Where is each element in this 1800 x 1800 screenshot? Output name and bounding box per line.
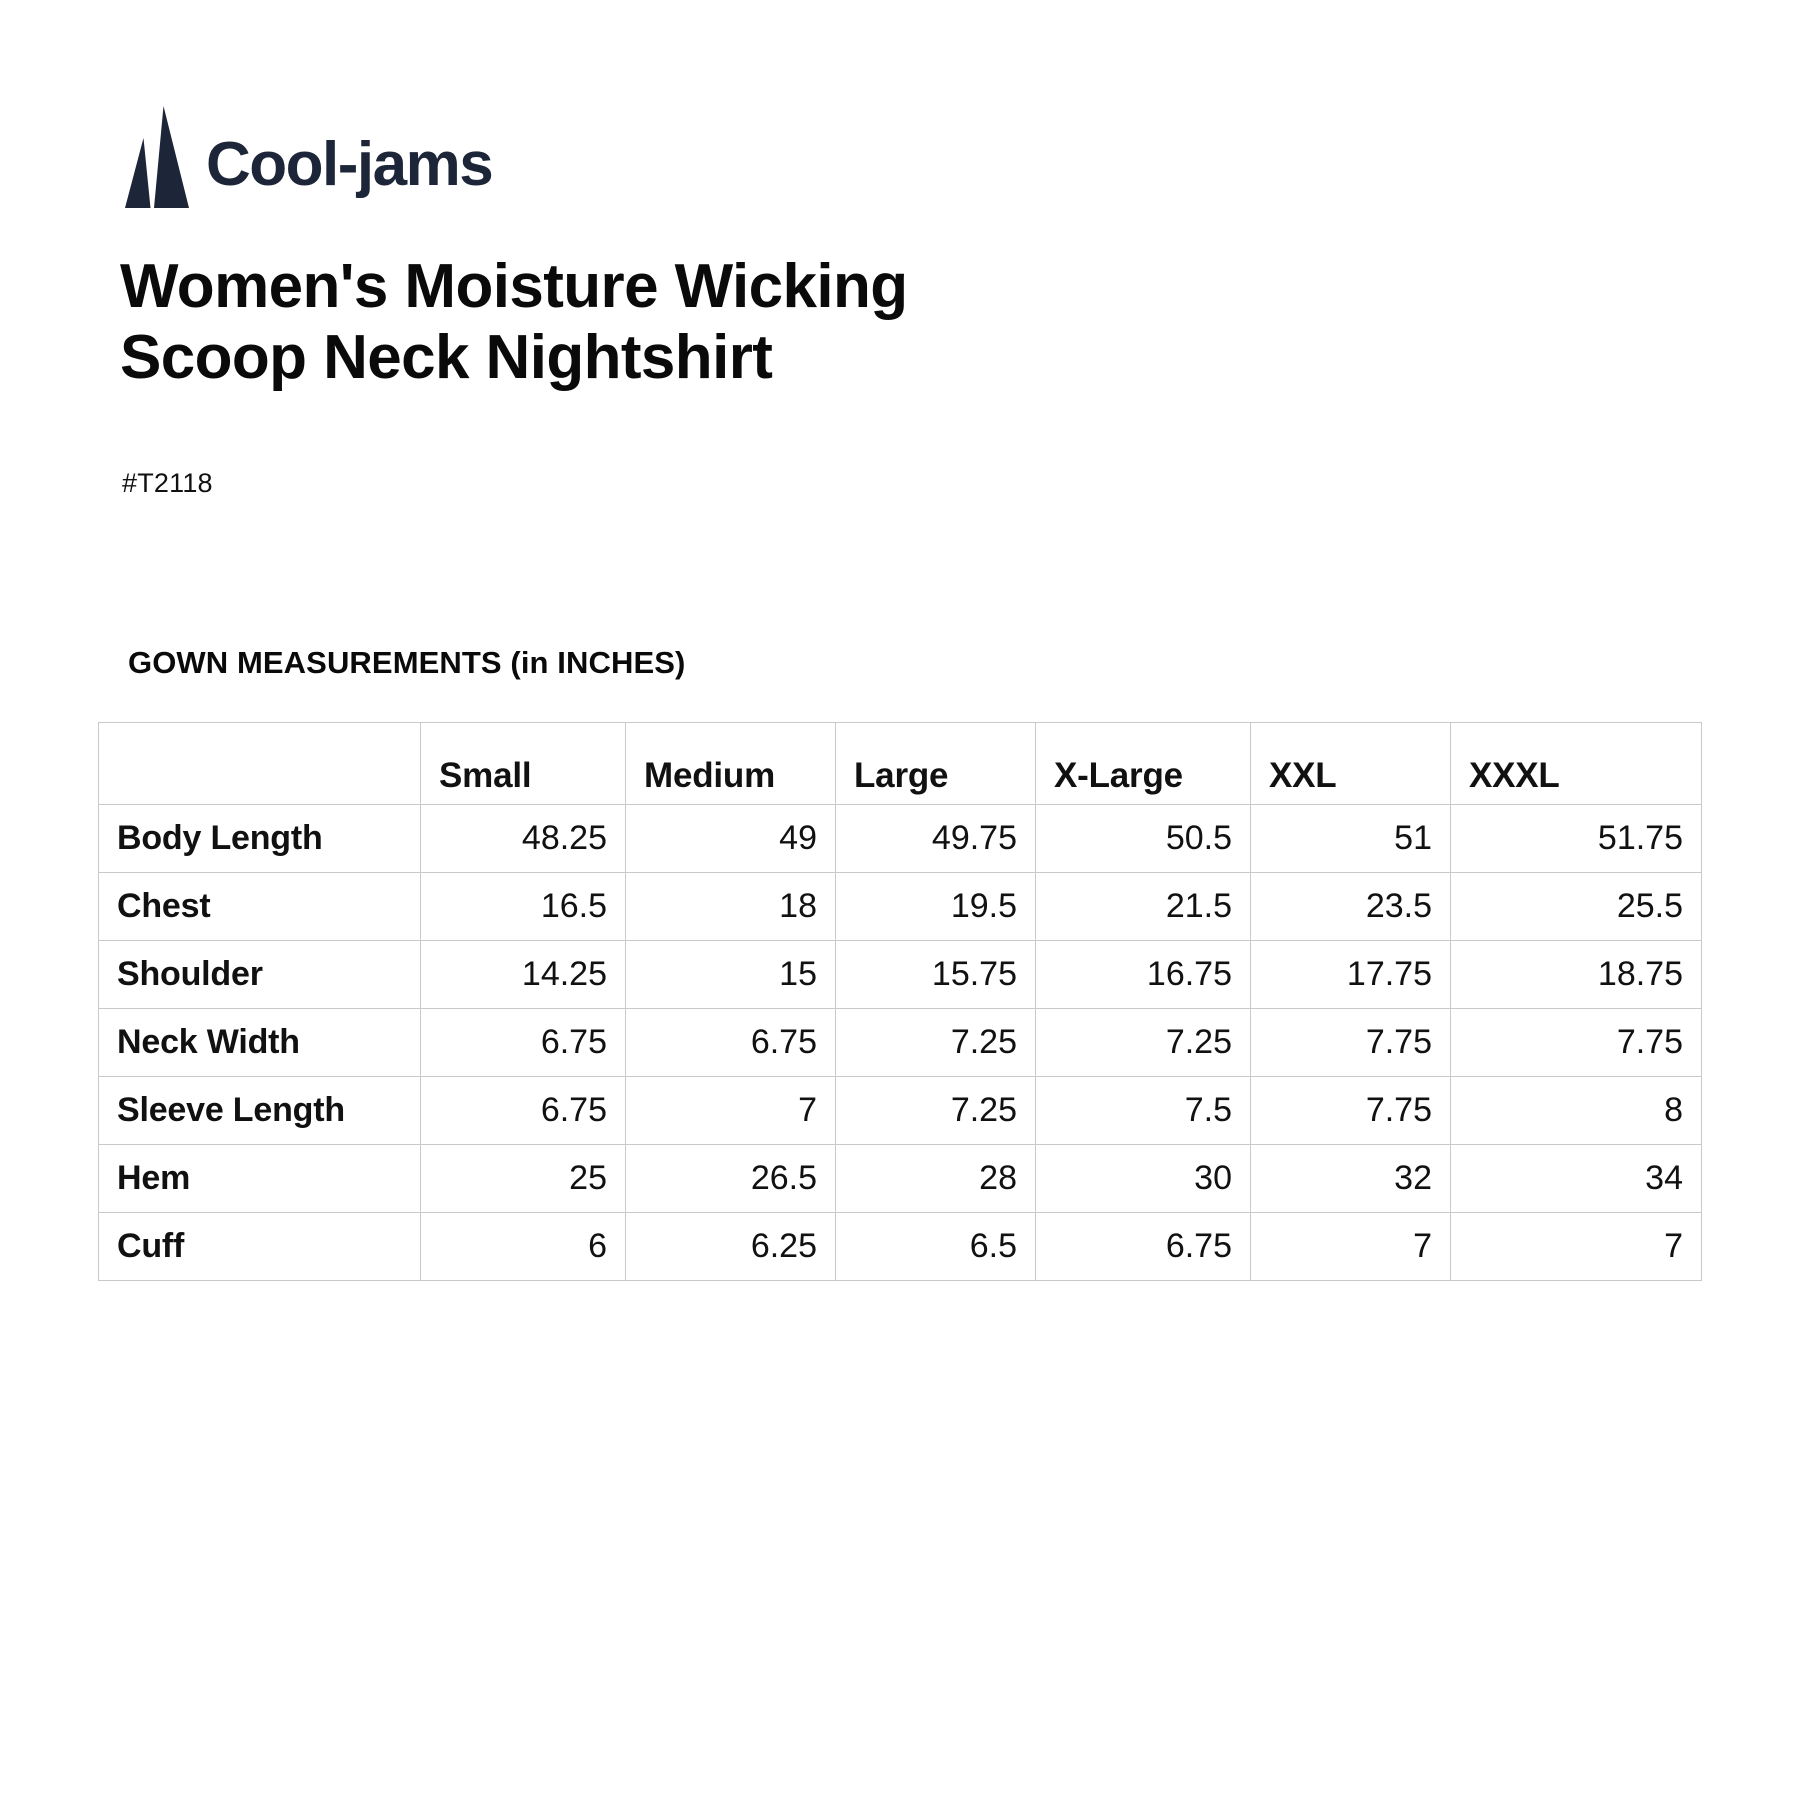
cell-value: 25: [420, 1144, 626, 1213]
cell-value: 50.5: [1035, 804, 1251, 873]
cell-value: 6.75: [1035, 1212, 1251, 1281]
column-header-large: Large: [835, 722, 1036, 805]
table-row: Body Length 48.25 49 49.75 50.5 51 51.75: [98, 804, 1702, 873]
cell-value: 7.5: [1035, 1076, 1251, 1145]
product-sku: #T2118: [122, 468, 213, 498]
row-label: Neck Width: [98, 1008, 421, 1077]
cell-value: 51.75: [1450, 804, 1702, 873]
cell-value: 17.75: [1250, 940, 1451, 1009]
table-header-row: Small Medium Large X-Large XXL XXXL: [98, 722, 1702, 805]
cell-value: 21.5: [1035, 872, 1251, 941]
cell-value: 7: [1250, 1212, 1451, 1281]
cell-value: 15: [625, 940, 836, 1009]
column-header-xxxl: XXXL: [1450, 722, 1702, 805]
cell-value: 34: [1450, 1144, 1702, 1213]
cell-value: 6: [420, 1212, 626, 1281]
cell-value: 28: [835, 1144, 1036, 1213]
cell-value: 7.25: [835, 1008, 1036, 1077]
cell-value: 30: [1035, 1144, 1251, 1213]
cell-value: 7.75: [1250, 1076, 1451, 1145]
cell-value: 18.75: [1450, 940, 1702, 1009]
cell-value: 51: [1250, 804, 1451, 873]
row-label: Body Length: [98, 804, 421, 873]
table-row: Chest 16.5 18 19.5 21.5 23.5 25.5: [98, 872, 1702, 941]
column-header-small: Small: [420, 722, 626, 805]
cell-value: 25.5: [1450, 872, 1702, 941]
cell-value: 7.25: [1035, 1008, 1251, 1077]
column-header-xxl: XXL: [1250, 722, 1451, 805]
cell-value: 7: [1450, 1212, 1702, 1281]
cell-value: 6.75: [420, 1008, 626, 1077]
table-row: Neck Width 6.75 6.75 7.25 7.25 7.75 7.75: [98, 1008, 1702, 1077]
row-label: Hem: [98, 1144, 421, 1213]
row-label: Sleeve Length: [98, 1076, 421, 1145]
cell-value: 7.75: [1450, 1008, 1702, 1077]
cell-value: 16.75: [1035, 940, 1251, 1009]
cell-value: 16.5: [420, 872, 626, 941]
cell-value: 6.25: [625, 1212, 836, 1281]
cell-value: 7.25: [835, 1076, 1036, 1145]
cell-value: 7.75: [1250, 1008, 1451, 1077]
sailboat-icon: [125, 106, 189, 208]
table-corner-cell: [98, 722, 421, 805]
cell-value: 14.25: [420, 940, 626, 1009]
cell-value: 48.25: [420, 804, 626, 873]
brand-logo: Cool-jams: [118, 100, 494, 210]
table-row: Sleeve Length 6.75 7 7.25 7.5 7.75 8: [98, 1076, 1702, 1145]
cell-value: 19.5: [835, 872, 1036, 941]
cell-value: 23.5: [1250, 872, 1451, 941]
column-header-medium: Medium: [625, 722, 836, 805]
cell-value: 26.5: [625, 1144, 836, 1213]
cell-value: 7: [625, 1076, 836, 1145]
cell-value: 49.75: [835, 804, 1036, 873]
row-label: Cuff: [98, 1212, 421, 1281]
row-label: Chest: [98, 872, 421, 941]
measurements-table: Small Medium Large X-Large XXL XXXL Body…: [98, 722, 1702, 1281]
cell-value: 8: [1450, 1076, 1702, 1145]
table-row: Hem 25 26.5 28 30 32 34: [98, 1144, 1702, 1213]
cell-value: 6.75: [420, 1076, 626, 1145]
cell-value: 32: [1250, 1144, 1451, 1213]
cell-value: 15.75: [835, 940, 1036, 1009]
measurements-heading: GOWN MEASUREMENTS (in INCHES): [128, 645, 686, 680]
page-title: Women's Moisture Wicking Scoop Neck Nigh…: [120, 252, 908, 392]
table-row: Shoulder 14.25 15 15.75 16.75 17.75 18.7…: [98, 940, 1702, 1009]
cell-value: 6.75: [625, 1008, 836, 1077]
cell-value: 6.5: [835, 1212, 1036, 1281]
row-label: Shoulder: [98, 940, 421, 1009]
cell-value: 49: [625, 804, 836, 873]
cell-value: 18: [625, 872, 836, 941]
brand-name: Cool-jams: [206, 130, 494, 199]
measurements-table-wrap: Small Medium Large X-Large XXL XXXL Body…: [98, 722, 1702, 1281]
table-row: Cuff 6 6.25 6.5 6.75 7 7: [98, 1212, 1702, 1281]
column-header-x-large: X-Large: [1035, 722, 1251, 805]
